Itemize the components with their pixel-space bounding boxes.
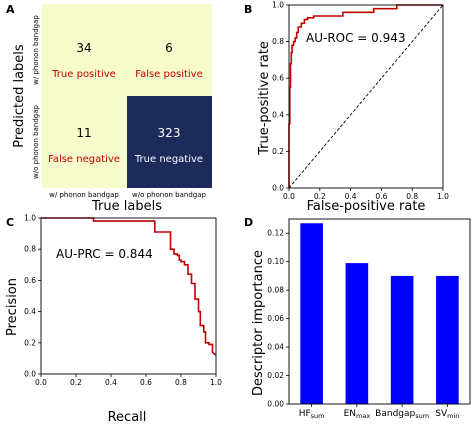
roc-axes-frame [288, 4, 444, 189]
prc-y-tick-label: 0.2 [24, 338, 36, 347]
cm-x-tick-2: w/o phonon bandgap [132, 191, 206, 199]
cm-x-axis-label: True labels [91, 199, 162, 214]
prc-plot: AU-PRC = 0.844 Recall Precision 0.0 0.2 0.… [5, 214, 222, 425]
bar-y-tick-label: 0.12 [267, 229, 284, 238]
bar-y-axis-label: Descriptor importance [251, 250, 266, 396]
cm-label-fp: False positive [135, 69, 203, 80]
roc-y-axis-label: True-positive rate [257, 41, 272, 156]
roc-x-tick-label: 0.2 [314, 192, 326, 201]
bar-y-tick-label: 0.04 [267, 343, 284, 352]
cm-cell-tp [42, 4, 127, 96]
roc-x-tick-label: 0.0 [283, 192, 295, 201]
roc-curve [288, 4, 443, 188]
cm-cell-fn [42, 96, 127, 188]
cm-y-tick-2: w/o phonon bandgap [32, 104, 40, 178]
roc-x-tick-label: 0.4 [345, 192, 357, 201]
roc-x-axis-label: False-positive rate [307, 199, 426, 214]
roc-x-tick-label: 0.6 [375, 192, 387, 201]
bar-y-tick-label: 0.02 [267, 371, 284, 380]
cm-cell-fp [127, 4, 212, 96]
bar-axes-frame [288, 218, 471, 405]
prc-y-tick-label: 1.0 [24, 214, 36, 223]
importance-bar-chart: Descriptor importance 0.00 0.02 0.04 0.06 0.… [251, 218, 471, 420]
panel-a-letter: A [6, 3, 15, 16]
roc-x-tick-label: 0.8 [406, 192, 418, 201]
roc-y-tick-label: 1.0 [272, 1, 284, 10]
bar-y-tick-label: 0.08 [267, 286, 284, 295]
prc-curve [41, 217, 217, 356]
prc-annotation: AU-PRC = 0.844 [56, 247, 153, 261]
prc-x-axis-label: Recall [108, 410, 147, 425]
bar-bandgap [390, 275, 414, 404]
bar-x-tick-label: SVmin [435, 409, 459, 420]
roc-x-tick-label: 1.0 [437, 192, 449, 201]
roc-plot: AU-ROC = 0.943 False-positive rate True-… [257, 1, 449, 215]
roc-y-tick-label: 0.2 [272, 147, 284, 156]
cm-label-tn: True negative [134, 154, 203, 165]
cm-count-tn: 323 [158, 126, 181, 140]
cm-x-tick-1: w/ phonon bandgap [49, 191, 119, 199]
bar-x-tick-label: Bandgapsum [375, 409, 429, 420]
prc-x-tick-label: 1.0 [210, 378, 222, 387]
prc-y-tick-label: 0.4 [24, 307, 36, 316]
bar-y-tick-label: 0.00 [267, 400, 284, 409]
confusion-matrix: 34 True positive 6 False positive 11 Fal… [12, 4, 212, 214]
panel-b-letter: B [244, 3, 252, 16]
roc-y-tick-label: 0.8 [272, 37, 284, 46]
prc-y-tick-label: 0.0 [24, 370, 36, 379]
cm-count-fp: 6 [165, 41, 173, 55]
roc-annotation: AU-ROC = 0.943 [306, 31, 406, 45]
cm-y-axis-label: Predicted labels [12, 44, 27, 148]
prc-x-tick-label: 0.4 [105, 378, 117, 387]
prc-axes-frame [40, 217, 217, 375]
prc-y-axis-label: Precision [5, 278, 20, 336]
bar-x-tick-label: HFsum [299, 409, 325, 420]
cm-count-fn: 11 [76, 126, 91, 140]
prc-y-tick-label: 0.6 [24, 276, 36, 285]
prc-x-tick-label: 0.2 [70, 378, 82, 387]
roc-y-tick-label: 0.4 [272, 110, 284, 119]
prc-y-tick-label: 0.8 [24, 245, 36, 254]
prc-x-tick-label: 0.0 [35, 378, 47, 387]
bar-en [345, 263, 369, 404]
cm-count-tp: 34 [76, 41, 91, 55]
bar-x-tick-label: ENmax [344, 409, 371, 420]
prc-x-tick-label: 0.6 [140, 378, 152, 387]
bar-hf [300, 223, 323, 404]
cm-label-tp: True positive [51, 69, 116, 80]
roc-y-tick-label: 0.0 [272, 184, 284, 193]
cm-y-tick-1: w/ phonon bandgap [32, 15, 40, 85]
bar-y-tick-label: 0.10 [267, 257, 284, 266]
bar-sv [436, 275, 459, 404]
cm-cell-tn [127, 96, 212, 188]
prc-x-tick-label: 0.8 [175, 378, 187, 387]
cm-label-fn: False negative [48, 154, 120, 165]
panel-d-letter: D [244, 216, 253, 229]
bar-y-tick-label: 0.06 [267, 314, 284, 323]
roc-y-tick-label: 0.6 [272, 74, 284, 83]
panel-c-letter: C [6, 216, 14, 229]
